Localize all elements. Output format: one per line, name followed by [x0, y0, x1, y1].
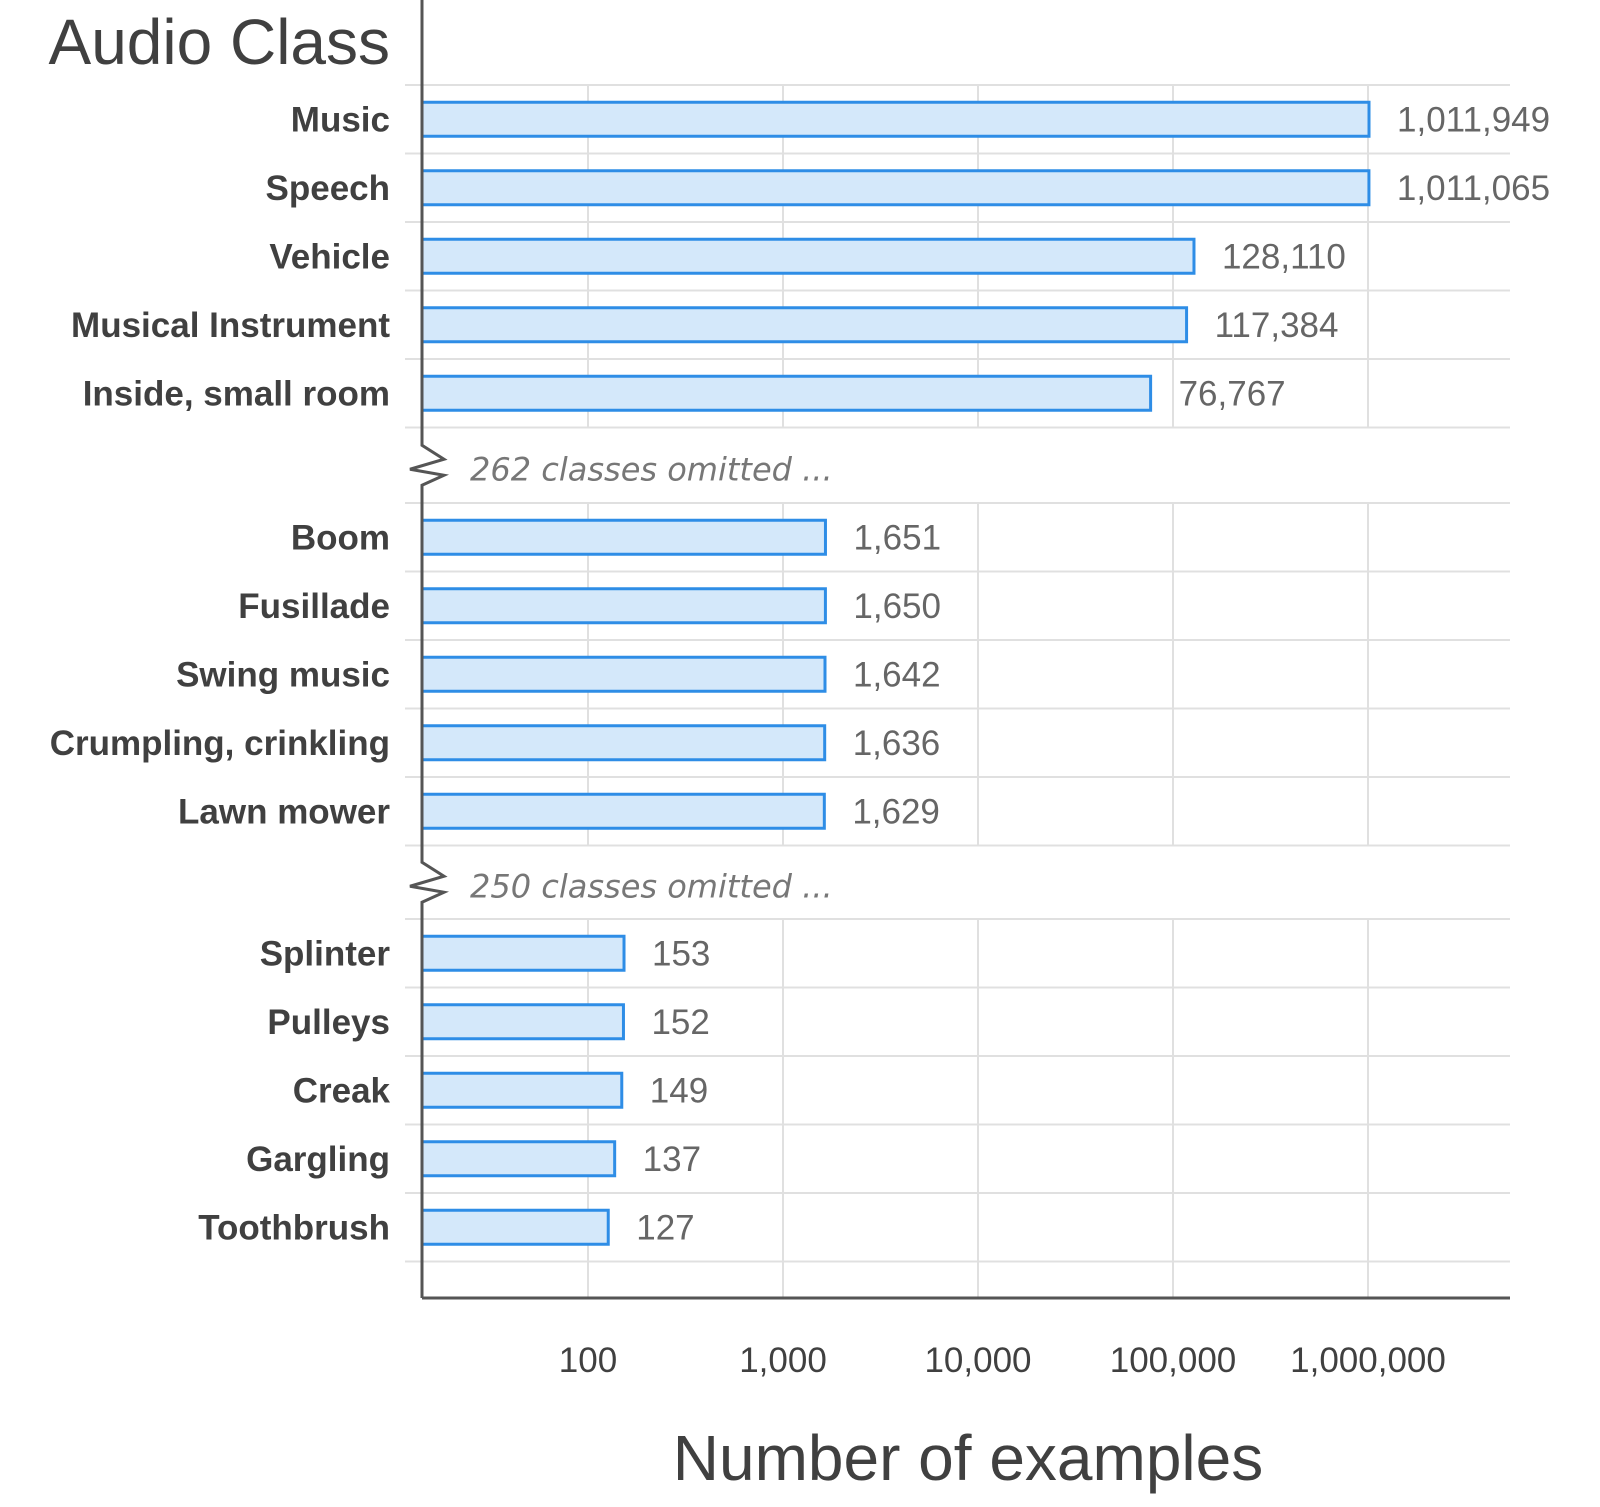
category-label: Splinter [260, 934, 391, 973]
y-axis-title: Audio Class [49, 6, 391, 78]
bar-music [420, 100, 1371, 138]
data-label: 152 [651, 1003, 709, 1042]
category-label: Boom [291, 518, 390, 557]
labels-layer: Music 1,011,949 Speech 1,011,065 Vehicle 128,… [50, 100, 1550, 1247]
x-tick-label: 1,000,000 [1290, 1341, 1446, 1380]
bar-musical-instrument [420, 306, 1189, 344]
data-label: 1,642 [853, 655, 941, 694]
category-label: Gargling [246, 1140, 390, 1179]
bar-inside-small-room [420, 374, 1153, 412]
category-label: Creak [293, 1071, 391, 1110]
data-label: 1,636 [853, 724, 941, 763]
category-label: Speech [266, 169, 391, 208]
bar-crumpling-crinkling [420, 724, 827, 762]
category-label: Music [291, 100, 390, 139]
category-label: Inside, small room [83, 374, 390, 413]
bar-swing-music [420, 655, 827, 693]
category-label: Toothbrush [198, 1208, 390, 1247]
data-label: 1,011,949 [1397, 100, 1550, 139]
data-label: 149 [650, 1071, 708, 1110]
omitted-classes-note: 262 classes omitted ... [470, 450, 833, 488]
x-tick-label: 10,000 [924, 1341, 1031, 1380]
bar-lawn-mower [420, 792, 826, 830]
data-label: 1,650 [853, 587, 941, 626]
bar-fusillade [420, 587, 827, 625]
data-label: 1,651 [853, 518, 941, 557]
bar-gargling [420, 1140, 617, 1178]
category-label: Vehicle [269, 237, 390, 276]
omitted-classes-note: 250 classes omitted ... [470, 867, 833, 905]
bars-layer [420, 100, 1371, 1246]
bar-pulleys [420, 1003, 625, 1041]
data-label: 137 [643, 1140, 701, 1179]
data-label: 1,629 [852, 792, 940, 831]
data-label: 127 [636, 1208, 694, 1247]
bar-speech [420, 169, 1371, 207]
category-label: Pulleys [267, 1003, 390, 1042]
bar-toothbrush [420, 1208, 610, 1246]
x-axis-title: Number of examples [673, 1422, 1263, 1494]
category-label: Crumpling, crinkling [50, 724, 390, 763]
x-tick-label: 100,000 [1110, 1341, 1237, 1380]
axis-layer: 100 1,000 10,000 100,000 1,000,000 [409, 0, 1510, 1380]
bar-splinter [420, 934, 626, 972]
y-axis-line [409, 0, 450, 1298]
category-label: Lawn mower [178, 792, 390, 831]
x-tick-label: 1,000 [739, 1341, 827, 1380]
data-label: 1,011,065 [1397, 169, 1550, 208]
x-tick-label: 100 [559, 1341, 617, 1380]
category-label: Musical Instrument [71, 306, 390, 345]
data-label: 76,767 [1179, 374, 1286, 413]
category-label: Fusillade [238, 587, 390, 626]
data-label: 153 [652, 934, 710, 973]
category-label: Swing music [176, 655, 390, 694]
bar-vehicle [420, 237, 1196, 275]
data-label: 128,110 [1222, 237, 1346, 276]
bar-boom [420, 518, 827, 556]
bar-creak [420, 1071, 624, 1109]
data-label: 117,384 [1215, 306, 1339, 345]
